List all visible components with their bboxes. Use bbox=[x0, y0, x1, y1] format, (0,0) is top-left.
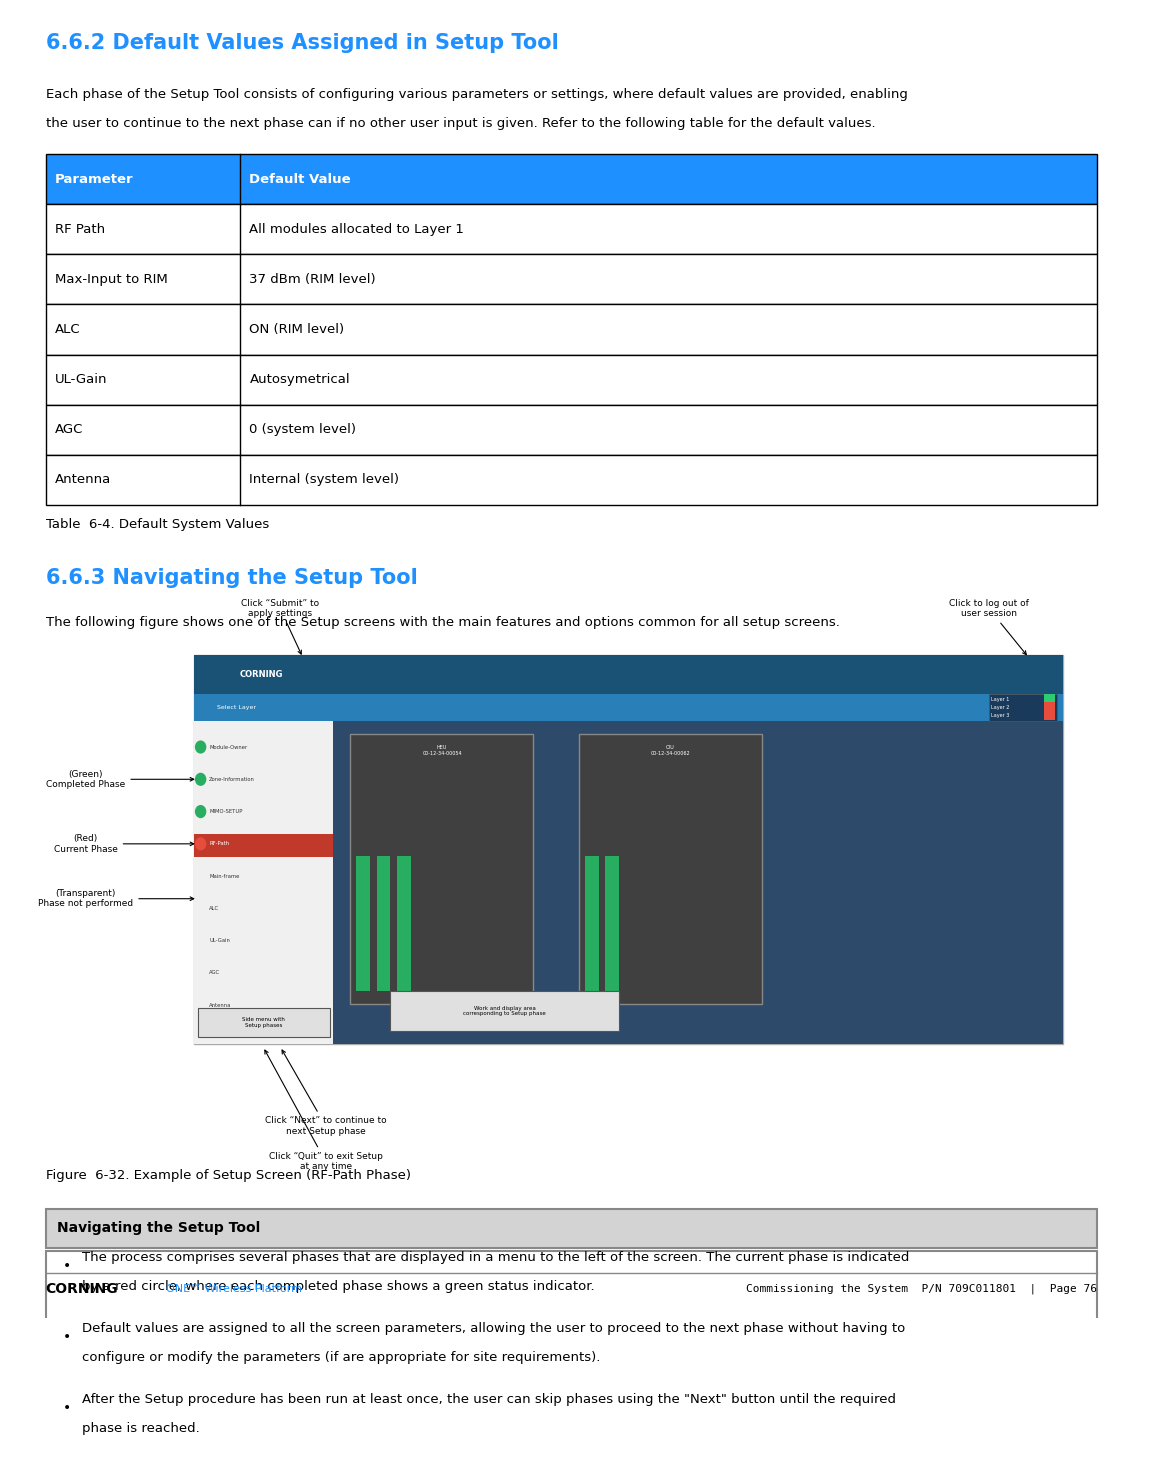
FancyBboxPatch shape bbox=[46, 354, 1097, 404]
FancyBboxPatch shape bbox=[377, 856, 391, 991]
FancyBboxPatch shape bbox=[46, 455, 1097, 505]
FancyBboxPatch shape bbox=[46, 1209, 1097, 1249]
Text: Commissioning the System  P/N 709C011801  |  Page 76: Commissioning the System P/N 709C011801 … bbox=[747, 1284, 1097, 1294]
FancyBboxPatch shape bbox=[194, 694, 1064, 722]
Text: Click to log out of
user session: Click to log out of user session bbox=[949, 599, 1029, 654]
Text: All modules allocated to Layer 1: All modules allocated to Layer 1 bbox=[250, 223, 465, 236]
Text: (Green)
Completed Phase: (Green) Completed Phase bbox=[46, 770, 194, 789]
Text: Antenna: Antenna bbox=[54, 473, 111, 486]
Text: Autosymetrical: Autosymetrical bbox=[250, 373, 350, 386]
Text: configure or modify the parameters (if are appropriate for site requirements).: configure or modify the parameters (if a… bbox=[82, 1351, 601, 1364]
FancyBboxPatch shape bbox=[194, 654, 1064, 1044]
Text: Max-Input to RIM: Max-Input to RIM bbox=[54, 272, 168, 285]
Text: •: • bbox=[62, 1329, 72, 1344]
FancyBboxPatch shape bbox=[585, 856, 599, 991]
FancyBboxPatch shape bbox=[391, 991, 620, 1031]
FancyBboxPatch shape bbox=[333, 722, 1064, 1044]
Text: •: • bbox=[62, 1401, 72, 1416]
Text: MIMO-SETUP: MIMO-SETUP bbox=[209, 810, 243, 814]
FancyBboxPatch shape bbox=[46, 305, 1097, 354]
Text: 6.6.3 Navigating the Setup Tool: 6.6.3 Navigating the Setup Tool bbox=[46, 568, 417, 589]
Text: Default values are assigned to all the screen parameters, allowing the user to p: Default values are assigned to all the s… bbox=[82, 1322, 905, 1335]
FancyBboxPatch shape bbox=[46, 255, 1097, 305]
Text: After the Setup procedure has been run at least once, the user can skip phases u: After the Setup procedure has been run a… bbox=[82, 1394, 896, 1407]
Text: the user to continue to the next phase can if no other user input is given. Refe: the user to continue to the next phase c… bbox=[46, 117, 875, 130]
Text: The process comprises several phases that are displayed in a menu to the left of: The process comprises several phases tha… bbox=[82, 1250, 910, 1263]
Text: 37 dBm (RIM level): 37 dBm (RIM level) bbox=[250, 272, 376, 285]
Text: RF-Path: RF-Path bbox=[209, 842, 229, 846]
Text: by a red circle, where each completed phase shows a green status indicator.: by a red circle, where each completed ph… bbox=[82, 1280, 595, 1293]
Text: CORNING: CORNING bbox=[46, 1282, 118, 1296]
Text: Internal (system level): Internal (system level) bbox=[250, 473, 400, 486]
FancyBboxPatch shape bbox=[1044, 710, 1055, 720]
Text: Click “Submit” to
apply settings: Click “Submit” to apply settings bbox=[240, 599, 319, 654]
FancyBboxPatch shape bbox=[1044, 694, 1055, 703]
Text: Click “Next” to continue to
next Setup phase: Click “Next” to continue to next Setup p… bbox=[265, 1050, 386, 1136]
Text: Layer 1: Layer 1 bbox=[991, 697, 1009, 701]
Text: AGC: AGC bbox=[209, 971, 221, 975]
Text: Click “Quit” to exit Setup
at any time: Click “Quit” to exit Setup at any time bbox=[265, 1050, 383, 1171]
Text: ALC: ALC bbox=[54, 324, 81, 337]
Text: (Transparent)
Phase not performed: (Transparent) Phase not performed bbox=[38, 889, 194, 908]
FancyBboxPatch shape bbox=[988, 694, 1058, 722]
FancyBboxPatch shape bbox=[194, 834, 333, 856]
Text: •: • bbox=[62, 1259, 72, 1272]
Text: Each phase of the Setup Tool consists of configuring various parameters or setti: Each phase of the Setup Tool consists of… bbox=[46, 88, 907, 101]
Text: Figure  6-32. Example of Setup Screen (RF-Path Phase): Figure 6-32. Example of Setup Screen (RF… bbox=[46, 1170, 410, 1181]
Text: Layer 2: Layer 2 bbox=[991, 706, 1009, 710]
Text: 6.6.2 Default Values Assigned in Setup Tool: 6.6.2 Default Values Assigned in Setup T… bbox=[46, 34, 558, 53]
Text: RF Path: RF Path bbox=[54, 223, 105, 236]
FancyBboxPatch shape bbox=[356, 856, 370, 991]
FancyBboxPatch shape bbox=[195, 773, 206, 786]
Text: Layer 3: Layer 3 bbox=[991, 713, 1009, 719]
FancyBboxPatch shape bbox=[579, 735, 762, 1004]
Text: Default Value: Default Value bbox=[250, 173, 351, 186]
Text: OIU
00-12-34-00062: OIU 00-12-34-00062 bbox=[651, 745, 690, 755]
FancyBboxPatch shape bbox=[195, 741, 206, 754]
Text: Work and display area
corresponding to Setup phase: Work and display area corresponding to S… bbox=[464, 1006, 546, 1016]
Text: UL-Gain: UL-Gain bbox=[54, 373, 108, 386]
FancyBboxPatch shape bbox=[195, 837, 206, 851]
Text: AGC: AGC bbox=[54, 423, 83, 436]
Text: Select Layer: Select Layer bbox=[217, 706, 257, 710]
FancyBboxPatch shape bbox=[46, 404, 1097, 455]
Text: ALC: ALC bbox=[209, 906, 220, 911]
Text: CORNING: CORNING bbox=[240, 671, 283, 679]
FancyBboxPatch shape bbox=[606, 856, 620, 991]
Text: HEU
00-12-34-00054: HEU 00-12-34-00054 bbox=[422, 745, 461, 755]
FancyBboxPatch shape bbox=[350, 735, 533, 1004]
FancyBboxPatch shape bbox=[194, 654, 1064, 694]
Text: ON (RIM level): ON (RIM level) bbox=[250, 324, 344, 337]
FancyBboxPatch shape bbox=[398, 856, 412, 991]
Text: Antenna: Antenna bbox=[209, 1003, 231, 1007]
Text: Zone-Information: Zone-Information bbox=[209, 777, 255, 782]
Text: Navigating the Setup Tool: Navigating the Setup Tool bbox=[57, 1221, 260, 1236]
FancyBboxPatch shape bbox=[194, 722, 333, 1044]
Text: phase is reached.: phase is reached. bbox=[82, 1422, 200, 1435]
Text: (Red)
Current Phase: (Red) Current Phase bbox=[54, 834, 194, 854]
Text: Table  6-4. Default System Values: Table 6-4. Default System Values bbox=[46, 518, 269, 531]
Text: Parameter: Parameter bbox=[54, 173, 133, 186]
FancyBboxPatch shape bbox=[1044, 703, 1055, 712]
FancyBboxPatch shape bbox=[46, 205, 1097, 255]
Text: 0 (system level): 0 (system level) bbox=[250, 423, 356, 436]
Text: Side menu with
Setup phases: Side menu with Setup phases bbox=[243, 1017, 286, 1028]
Text: The following figure shows one of the Setup screens with the main features and o: The following figure shows one of the Se… bbox=[46, 615, 839, 628]
Text: ONE™ Wireless Platform: ONE™ Wireless Platform bbox=[165, 1284, 302, 1294]
Text: UL-Gain: UL-Gain bbox=[209, 938, 230, 943]
FancyBboxPatch shape bbox=[198, 1009, 329, 1038]
Text: Main-frame: Main-frame bbox=[209, 874, 239, 878]
FancyBboxPatch shape bbox=[46, 154, 1097, 205]
Text: Module-Owner: Module-Owner bbox=[209, 745, 247, 750]
FancyBboxPatch shape bbox=[195, 805, 206, 818]
